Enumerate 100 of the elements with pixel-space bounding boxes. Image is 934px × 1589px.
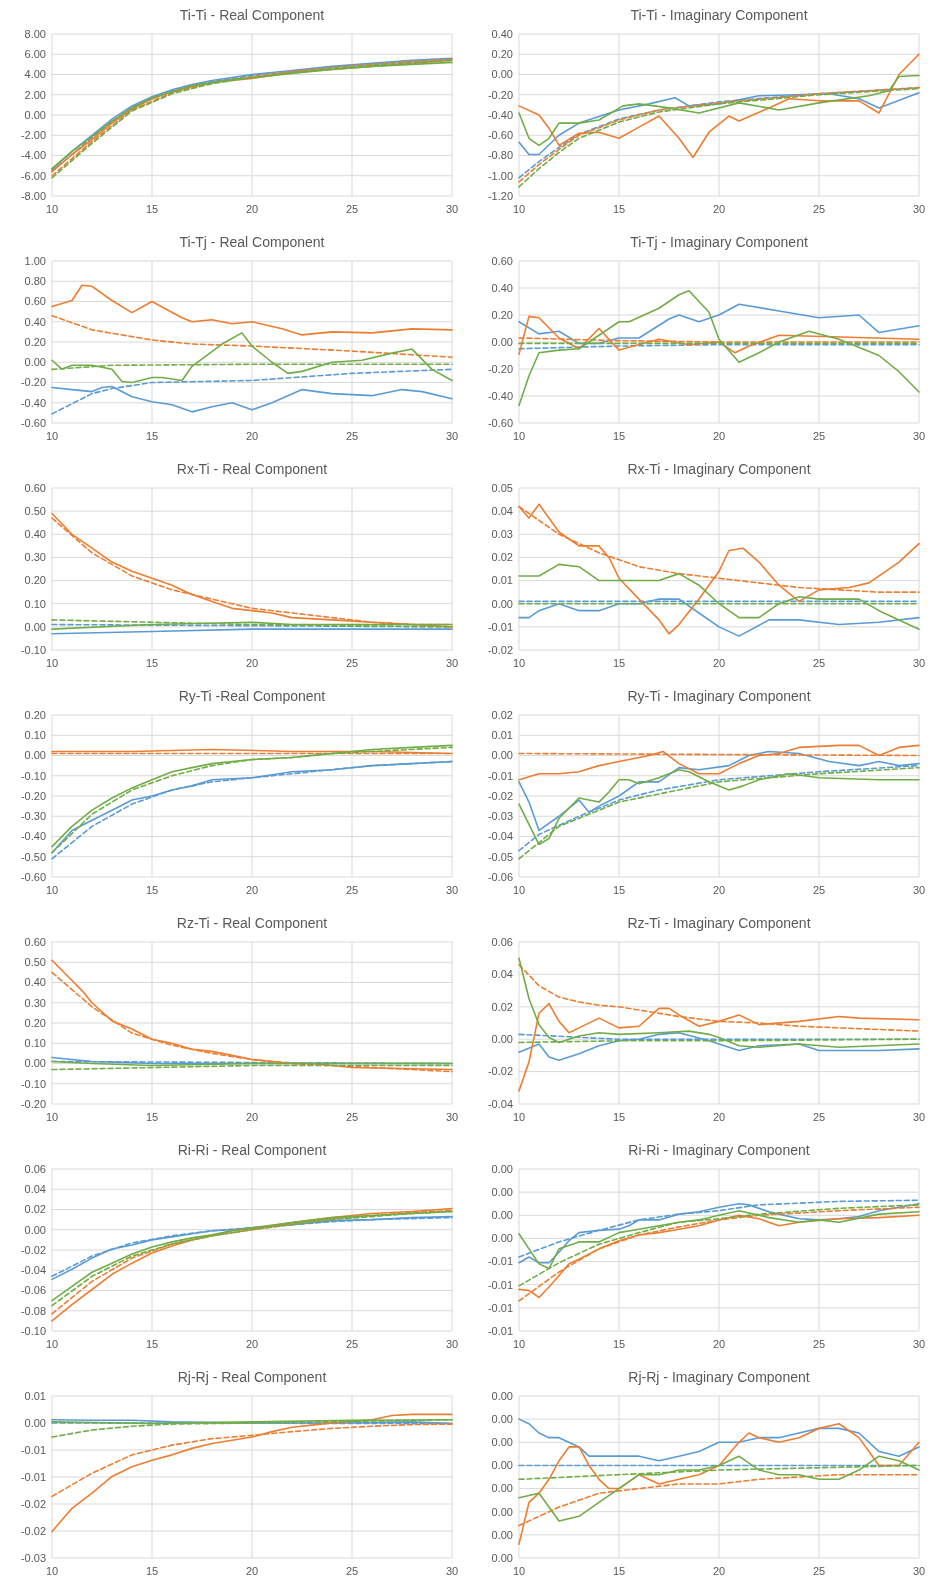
y-tick-label: -0.50 [20,850,46,863]
y-tick-label: 0.20 [24,1016,46,1029]
y-tick-label: -0.40 [487,389,513,402]
y-tick-label: 0.20 [24,335,46,348]
chart-title: Ry-Ti -Real Component [178,688,326,704]
y-tick-label: 6.00 [24,48,46,61]
y-tick-label: 0.50 [24,504,46,517]
y-tick-label: -0.20 [20,1097,46,1110]
y-tick-label: 0.00 [491,1185,513,1198]
x-tick-label: 30 [912,657,926,669]
y-tick-label: -0.01 [487,620,513,633]
y-tick-label: 0.00 [491,1033,513,1046]
y-tick-label: 0.60 [24,295,46,308]
chart-title: Rj-Rj - Real Component [177,1369,327,1385]
y-tick-label: 0.01 [491,729,513,742]
y-tick-label: 0.00 [491,1162,513,1175]
y-tick-label: -0.01 [487,769,513,782]
y-tick-label: -1.20 [487,189,513,202]
y-tick-label: -0.02 [487,789,513,802]
x-tick-label: 15 [145,657,159,669]
chart-title: Ti-Ti - Imaginary Component [630,7,808,23]
x-tick-label: 15 [612,1338,626,1350]
y-tick-label: -0.01 [20,1443,46,1456]
x-tick-label: 10 [45,1111,59,1123]
y-tick-label: -0.04 [20,1264,46,1277]
x-tick-label: 15 [612,203,626,215]
x-tick-label: 25 [345,1338,359,1350]
x-tick-label: 15 [145,430,159,442]
x-tick-label: 30 [912,1338,926,1350]
y-tick-label: -0.10 [20,1324,46,1337]
chart-title: Rx-Ti - Real Component [176,461,328,477]
x-tick-label: 15 [145,884,159,896]
y-tick-label: -0.60 [20,870,46,883]
y-tick-label: 0.40 [491,27,513,40]
x-tick-label: 30 [912,1565,926,1577]
x-tick-label: 30 [445,1565,459,1577]
y-tick-label: 0.10 [24,729,46,742]
y-tick-label: 0.06 [24,1162,46,1175]
y-tick-label: -0.01 [487,1324,513,1337]
y-tick-label: -0.02 [487,643,513,656]
y-tick-label: 0.10 [24,1037,46,1050]
x-tick-label: 10 [512,657,526,669]
y-tick-label: -0.10 [20,769,46,782]
y-tick-label: 8.00 [24,27,46,40]
y-tick-label: 0.04 [491,968,513,981]
y-tick-label: -0.02 [487,1065,513,1078]
y-tick-label: 0.00 [491,1528,513,1541]
y-tick-label: 0.00 [491,1482,513,1495]
x-tick-label: 25 [345,203,359,215]
x-tick-label: 10 [45,203,59,215]
y-tick-label: -0.20 [487,362,513,375]
x-tick-label: 20 [712,884,726,896]
y-tick-label: 0.60 [491,254,513,267]
y-tick-label: -0.01 [20,1470,46,1483]
y-tick-label: 0.40 [24,315,46,328]
x-tick-label: 20 [712,1565,726,1577]
x-tick-label: 10 [45,1565,59,1577]
y-tick-label: 0.30 [24,996,46,1009]
y-tick-label: -0.01 [487,1255,513,1268]
x-tick-label: 30 [445,203,459,215]
y-tick-label: 0.00 [24,749,46,762]
y-tick-label: -0.20 [487,88,513,101]
x-tick-label: 10 [45,1338,59,1350]
x-tick-label: 20 [245,1111,259,1123]
y-tick-label: 0.20 [491,48,513,61]
y-tick-label: -0.05 [487,850,513,863]
y-tick-label: 0.00 [24,620,46,633]
chart-title: Ti-Ti - Real Component [179,7,325,23]
y-tick-label: 0.00 [24,1416,46,1429]
x-tick-label: 15 [612,1565,626,1577]
x-tick-label: 20 [245,1565,259,1577]
y-tick-label: -0.60 [20,416,46,429]
x-tick-label: 10 [45,430,59,442]
y-tick-label: -0.30 [20,810,46,823]
x-tick-label: 10 [512,430,526,442]
x-tick-label: 20 [712,657,726,669]
y-tick-label: -0.60 [487,129,513,142]
x-tick-label: 20 [245,1338,259,1350]
y-tick-label: -0.04 [487,830,513,843]
x-tick-label: 15 [612,430,626,442]
y-tick-label: 0.00 [24,1057,46,1070]
y-tick-label: 0.10 [24,597,46,610]
y-tick-label: -0.08 [20,1304,46,1317]
x-tick-label: 15 [612,657,626,669]
y-tick-label: 0.20 [24,574,46,587]
chart-title: Ri-Ri - Imaginary Component [628,1142,810,1158]
y-tick-label: 2.00 [24,88,46,101]
chart-title: Ti-Tj - Real Component [179,234,325,250]
y-tick-label: -4.00 [20,149,46,162]
y-tick-label: 0.02 [491,1000,513,1013]
y-tick-label: 0.00 [24,1223,46,1236]
y-tick-label: 0.00 [491,1209,513,1222]
x-tick-label: 25 [812,884,826,896]
y-tick-label: -2.00 [20,129,46,142]
y-tick-label: -0.01 [487,1278,513,1291]
x-tick-label: 20 [245,657,259,669]
x-tick-label: 25 [812,1338,826,1350]
y-tick-label: -0.02 [20,1497,46,1510]
y-tick-label: 0.00 [24,356,46,369]
y-tick-label: 0.01 [24,1389,46,1402]
